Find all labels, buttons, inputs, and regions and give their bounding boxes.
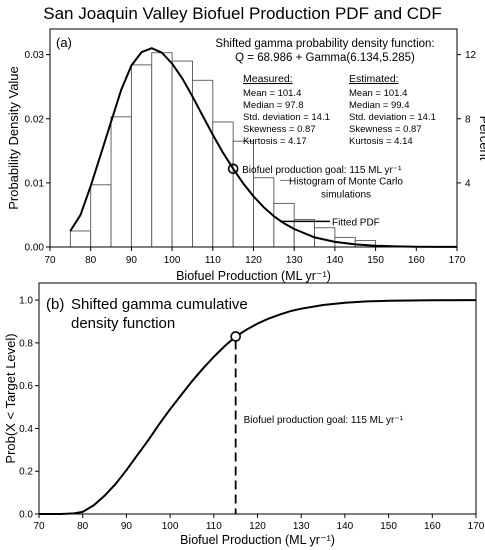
- x-tick-label: 120: [249, 521, 266, 532]
- x-tick-label: 80: [85, 255, 97, 266]
- pdf-title-line1: Shifted gamma probability density functi…: [215, 38, 434, 50]
- measured-stat: Mean = 101.4: [243, 88, 301, 99]
- histogram-bar: [130, 64, 153, 248]
- x-tick-label: 160: [408, 255, 425, 266]
- y-tick-label: 0.2: [19, 467, 33, 478]
- x-tick-label: 70: [44, 255, 56, 266]
- histogram-bar: [151, 52, 173, 248]
- x-tick-label: 130: [286, 255, 303, 266]
- y-tick-label: 0.6: [19, 381, 33, 392]
- x-tick-label: 70: [33, 521, 45, 532]
- x-tick-label: 170: [468, 521, 485, 532]
- y-tick-label: 1.0: [19, 296, 33, 307]
- goal-marker-b: [230, 331, 241, 342]
- panel-a: 70 80 90 100 110 120 130 140 150 160 170 0.00 0.01 0.…: [6, 28, 485, 283]
- histogram-label-line1: Histogram of Monte Carlo: [289, 176, 403, 187]
- y2-tick-label: 4: [465, 178, 471, 189]
- y-tick-label: 0.03: [25, 50, 45, 61]
- measured-header: Measured:: [243, 73, 293, 85]
- x-axis-label-a: Biofuel Production (ML yr⁻¹): [176, 269, 331, 283]
- fitted-pdf-label: Fitted PDF: [332, 217, 380, 228]
- panel-label-b: (b): [46, 296, 64, 313]
- measured-stat: Std. deviation = 14.1: [243, 112, 330, 123]
- histogram-bar: [69, 230, 92, 248]
- y-tick-label: 0.0: [19, 510, 33, 521]
- y-tick-label: 0.01: [25, 178, 45, 189]
- estimated-stat: Std. deviation = 14.1: [349, 112, 436, 123]
- x-tick-label: 150: [367, 255, 384, 266]
- panel-b: 70 80 90 100 110 120 130 140 150 160 170 0.0 0.2 0.4 0…: [3, 282, 485, 547]
- panel-label-a: (a): [56, 35, 72, 50]
- goal-label-a: Biofuel production goal: 115 ML yr⁻¹: [242, 165, 402, 176]
- y-tick-label: 0.02: [25, 114, 45, 125]
- x-tick-label: 100: [162, 521, 179, 532]
- goal-marker-a: [227, 163, 239, 175]
- y-tick-label: 0.4: [19, 424, 33, 435]
- estimated-header: Estimated:: [349, 73, 399, 85]
- pdf-title-line2: Q = 68.986 + Gamma(6.134,5.285): [235, 52, 415, 64]
- histogram-bar: [191, 79, 214, 248]
- x-tick-label: 110: [205, 255, 221, 266]
- goal-label-b: Biofuel production goal: 115 ML yr⁻¹: [244, 415, 404, 426]
- measured-stat: Skewness = 0.87: [243, 124, 316, 135]
- cdf-title-line1: Shifted gamma cumulative: [71, 296, 248, 313]
- estimated-stat: Kurtosis = 4.14: [349, 136, 413, 147]
- y-tick-label: 0.00: [25, 243, 45, 254]
- y2-axis-label-a: Percent: [477, 116, 485, 161]
- histogram-bar: [273, 202, 295, 248]
- figure-title: San Joaquin Valley Biofuel Production PD…: [43, 4, 442, 23]
- histogram-bar: [110, 116, 132, 248]
- y-axis-label-b: Prob(X < Target Level): [3, 333, 18, 463]
- measured-stat: Kurtosis = 4.17: [243, 136, 307, 147]
- x-tick-label: 90: [126, 255, 138, 266]
- x-tick-label: 80: [77, 521, 89, 532]
- x-tick-label: 140: [327, 255, 344, 266]
- histogram-bar: [232, 140, 254, 248]
- estimated-stat: Median = 99.4: [349, 100, 409, 111]
- fitted-pdf-line: [69, 47, 457, 248]
- estimated-stat: Mean = 101.4: [349, 88, 407, 99]
- x-tick-label: 130: [293, 521, 310, 532]
- measured-stat: Median = 97.8: [243, 100, 303, 111]
- x-tick-label: 100: [164, 255, 181, 266]
- estimated-stat: Skewness = 0.87: [349, 124, 422, 135]
- y2-tick-label: 12: [465, 50, 477, 61]
- y-tick-label: 0.8: [19, 338, 33, 349]
- cdf-line: [39, 299, 477, 515]
- histogram-label-line2: simulations: [321, 189, 371, 200]
- y-axis-label-a: Probability Density Value: [6, 66, 21, 210]
- x-tick-label: 90: [121, 521, 133, 532]
- x-tick-label: 140: [337, 521, 354, 532]
- histogram-bar: [90, 184, 112, 248]
- y2-tick-label: 8: [465, 114, 471, 125]
- x-tick-label: 160: [424, 521, 441, 532]
- x-tick-label: 110: [206, 521, 222, 532]
- x-tick-label: 120: [245, 255, 262, 266]
- x-tick-label: 150: [380, 521, 397, 532]
- x-tick-label: 170: [449, 255, 466, 266]
- x-axis-label-b: Biofuel Production (ML yr⁻¹): [180, 533, 335, 547]
- cdf-title-line2: density function: [71, 315, 175, 332]
